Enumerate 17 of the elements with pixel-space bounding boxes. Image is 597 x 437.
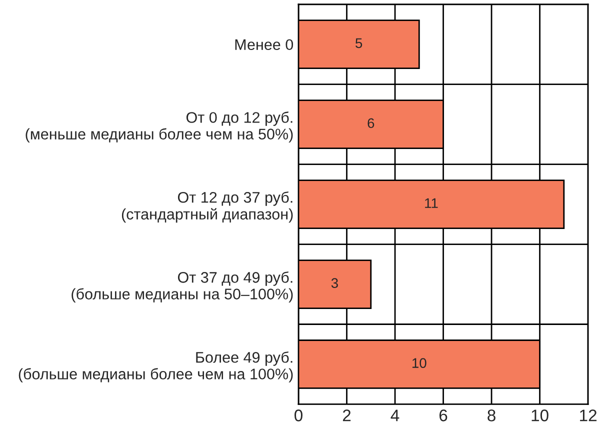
data-label: 5 xyxy=(356,38,362,48)
x-tick-label: 12 xyxy=(580,410,596,422)
x-tick-label: 6 xyxy=(439,410,448,422)
data-label: 11 xyxy=(425,198,438,208)
y-tick-label: Менее 0 xyxy=(235,39,294,50)
y-tick-label: От 0 до 12 руб. (меньше медианы более чем на 50%) xyxy=(26,112,293,143)
data-label: 3 xyxy=(331,278,338,288)
x-tick-label: 0 xyxy=(294,410,302,422)
data-label: 6 xyxy=(368,118,374,128)
y-tick-label: От 12 до 37 руб. (стандартный диапазон) xyxy=(122,191,293,223)
y-tick-label: От 37 до 49 руб. (больше медианы на 50–100%) xyxy=(72,271,293,302)
x-tick-label: 4 xyxy=(390,410,400,422)
y-tick-label: Более 49 руб. (больше медианы более чем на 100%) xyxy=(18,351,293,382)
x-tick-label: 10 xyxy=(532,410,548,422)
x-tick-label: 8 xyxy=(488,410,496,422)
data-label: 10 xyxy=(412,358,426,368)
x-tick-label: 2 xyxy=(342,410,351,422)
